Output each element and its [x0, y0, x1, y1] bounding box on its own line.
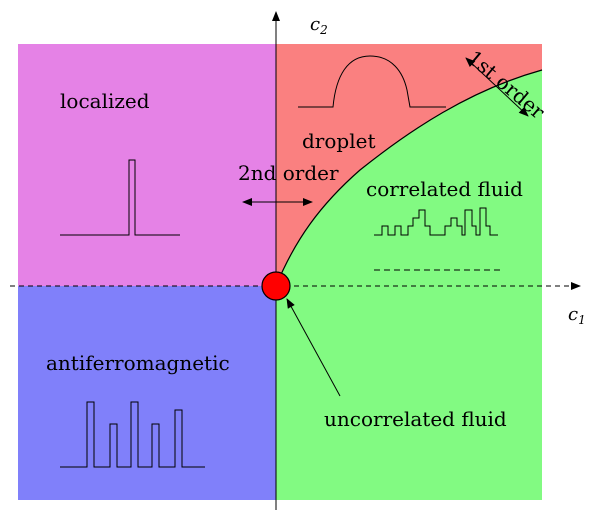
antiferromagnetic-region: [18, 286, 276, 500]
antiferromagnetic-profile: [60, 401, 205, 468]
second-order-label: 2nd order: [238, 161, 339, 185]
x-axis-label: c1: [568, 304, 586, 327]
correlated-fluid-label: correlated fluid: [366, 177, 523, 201]
droplet-region: [276, 44, 542, 286]
localized-label: localized: [60, 89, 150, 113]
droplet-label: droplet: [302, 129, 375, 153]
first-order-arrow: [465, 57, 529, 117]
localized-profile: [60, 159, 180, 236]
antiferromagnetic-label: antiferromagnetic: [46, 351, 230, 375]
uncorrelated-fluid-arrow: [286, 298, 341, 397]
correlated-fluid-profile: [374, 207, 498, 236]
droplet-profile: [298, 55, 446, 108]
localized-region: [18, 44, 276, 286]
critical-point: [261, 271, 291, 301]
uncorrelated-fluid-label: uncorrelated fluid: [324, 407, 507, 431]
y-axis-label: c2: [310, 14, 328, 37]
